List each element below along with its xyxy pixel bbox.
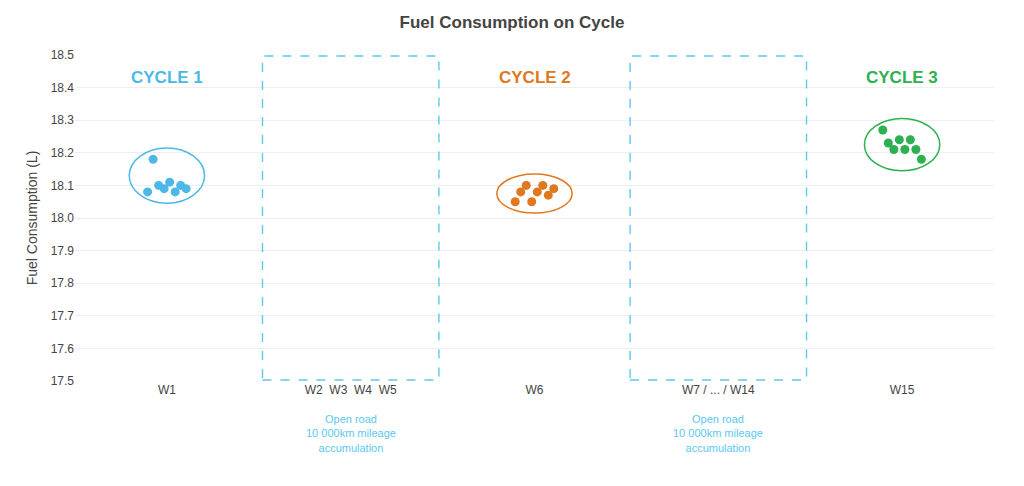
svg-text:Open road10 000km mileageaccum: Open road10 000km mileageaccumulation <box>673 413 763 454</box>
svg-text:17.9: 17.9 <box>51 244 75 258</box>
svg-text:Open road10 000km mileageaccum: Open road10 000km mileageaccumulation <box>306 413 396 454</box>
svg-text:18.0: 18.0 <box>51 211 75 225</box>
svg-text:18.1: 18.1 <box>51 179 75 193</box>
svg-text:17.7: 17.7 <box>51 309 75 323</box>
svg-text:CYCLE 2: CYCLE 2 <box>499 68 571 87</box>
svg-text:17.6: 17.6 <box>51 342 75 356</box>
svg-text:Fuel Consumption (L): Fuel Consumption (L) <box>24 151 40 286</box>
svg-text:W1: W1 <box>158 383 176 397</box>
svg-text:W2 W3 W4 W5: W2 W3 W4 W5 <box>305 383 397 397</box>
svg-text:17.8: 17.8 <box>51 276 75 290</box>
svg-text:W6: W6 <box>526 383 544 397</box>
svg-text:18.5: 18.5 <box>51 48 75 62</box>
svg-text:18.3: 18.3 <box>51 113 75 127</box>
svg-text:18.2: 18.2 <box>51 146 75 160</box>
svg-text:W7 / ... / W14: W7 / ... / W14 <box>682 383 755 397</box>
svg-text:Fuel Consumption on Cycle: Fuel Consumption on Cycle <box>400 13 625 32</box>
svg-text:17.5: 17.5 <box>51 374 75 388</box>
svg-text:CYCLE 3: CYCLE 3 <box>866 68 938 87</box>
svg-text:18.4: 18.4 <box>51 81 75 95</box>
svg-text:W15: W15 <box>890 383 915 397</box>
svg-text:CYCLE 1: CYCLE 1 <box>131 68 203 87</box>
